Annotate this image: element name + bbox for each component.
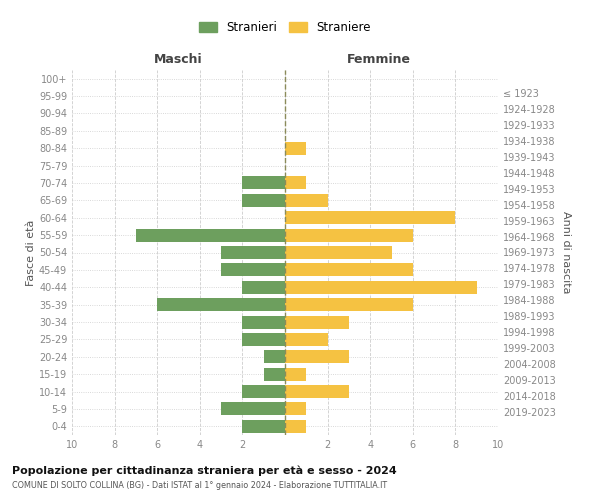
Legend: Stranieri, Straniere: Stranieri, Straniere: [196, 18, 374, 38]
Bar: [221, 246, 285, 259]
Bar: [285, 385, 349, 398]
Bar: [285, 264, 413, 276]
Text: Popolazione per cittadinanza straniera per età e sesso - 2024: Popolazione per cittadinanza straniera p…: [12, 465, 397, 475]
Y-axis label: Anni di nascita: Anni di nascita: [561, 211, 571, 294]
Bar: [285, 194, 328, 207]
Bar: [285, 316, 349, 328]
Bar: [242, 176, 285, 190]
Bar: [264, 368, 285, 380]
Bar: [221, 402, 285, 415]
Bar: [285, 350, 349, 364]
Bar: [242, 385, 285, 398]
Bar: [242, 194, 285, 207]
Bar: [285, 298, 413, 311]
Bar: [285, 280, 477, 294]
Y-axis label: Fasce di età: Fasce di età: [26, 220, 36, 286]
Text: COMUNE DI SOLTO COLLINA (BG) - Dati ISTAT al 1° gennaio 2024 - Elaborazione TUTT: COMUNE DI SOLTO COLLINA (BG) - Dati ISTA…: [12, 481, 387, 490]
Bar: [285, 368, 307, 380]
Bar: [157, 298, 285, 311]
Bar: [242, 280, 285, 294]
Bar: [264, 350, 285, 364]
Bar: [242, 420, 285, 433]
Bar: [285, 211, 455, 224]
Bar: [136, 228, 285, 241]
Bar: [242, 333, 285, 346]
Bar: [285, 142, 307, 154]
Bar: [285, 420, 307, 433]
Bar: [242, 316, 285, 328]
Bar: [285, 176, 307, 190]
Bar: [285, 333, 328, 346]
Text: Femmine: Femmine: [347, 54, 411, 66]
Text: Maschi: Maschi: [154, 54, 203, 66]
Bar: [221, 264, 285, 276]
Bar: [285, 402, 307, 415]
Bar: [285, 228, 413, 241]
Bar: [285, 246, 392, 259]
